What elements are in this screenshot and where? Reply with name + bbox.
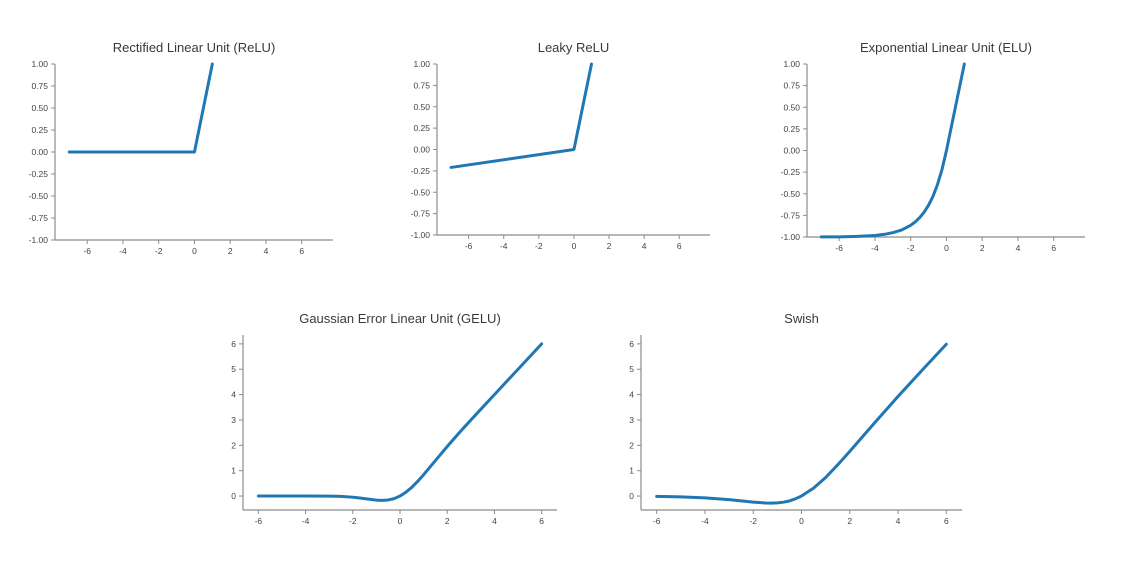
elu-x-tick-label: -4 [871, 243, 879, 253]
chart-relu: Rectified Linear Unit (ReLU) 1.00 0.75 0.5… [8, 36, 378, 268]
swish-curve [655, 342, 948, 505]
leaky-x-tick-label: -6 [465, 241, 473, 251]
swish-y-tick-label: 4 [629, 390, 634, 400]
leaky-x-tick-label: 2 [607, 241, 612, 251]
gelu-x-tick-label: -6 [255, 516, 263, 526]
gelu-y-tick-label: 6 [231, 339, 236, 349]
relu-curve [67, 62, 214, 154]
elu-x-tick-label: 2 [980, 243, 985, 253]
leaky-y-tick-label: 0.50 [413, 102, 430, 112]
leaky-x-tick-label: 4 [642, 241, 647, 251]
leaky-y-tick-label: 1.00 [413, 59, 430, 69]
gelu-y-tick-label: 0 [231, 491, 236, 501]
relu-x-tick-label: -4 [119, 246, 127, 256]
gelu-x-tick-label: 6 [539, 516, 544, 526]
relu-y-tick-label: 0.75 [31, 81, 48, 91]
chart-swish: Swish 6 5 4 3 2 1 0 -6 -4 -2 0 2 4 6 [603, 308, 998, 548]
elu-x-tick-label: 0 [944, 243, 949, 253]
swish-y-tick-label: 2 [629, 440, 634, 450]
chart-title-leaky-relu: Leaky ReLU [537, 40, 610, 55]
relu-x-tick-label: 0 [192, 246, 197, 256]
swish-x-tick-label: 0 [799, 516, 804, 526]
gelu-curve [256, 342, 544, 502]
relu-y-tick-label: 1.00 [31, 59, 48, 69]
relu-y-tick-label: -1.00 [29, 235, 49, 245]
elu-y-tick-label: -1.00 [781, 232, 801, 242]
chart-title-relu: Rectified Linear Unit (ReLU) [112, 40, 276, 55]
gelu-y-tick-label: 1 [231, 466, 236, 476]
leaky-x-tick-label: -2 [535, 241, 543, 251]
elu-x-tick-label: -2 [907, 243, 915, 253]
elu-x-tick-label: -6 [835, 243, 843, 253]
leaky-curve [449, 62, 593, 169]
relu-x-tick-label: 2 [228, 246, 233, 256]
gelu-x-tick-label: -4 [302, 516, 310, 526]
chart-leaky-relu: Leaky ReLU 1.00 0.75 0.50 0.25 0.00 -0.25 -0.5… [400, 36, 755, 268]
elu-y-tick-label: -0.50 [781, 189, 801, 199]
relu-y-tick-label: -0.25 [29, 169, 49, 179]
leaky-x-tick-label: 0 [572, 241, 577, 251]
leaky-y-tick-label: 0.75 [413, 80, 430, 90]
gelu-y-tick-label: 2 [231, 440, 236, 450]
swish-y-tick-label: 6 [629, 339, 634, 349]
leaky-y-tick-label: 0.00 [413, 145, 430, 155]
relu-y-tick-label: -0.50 [29, 191, 49, 201]
swish-x-tick-label: 2 [847, 516, 852, 526]
leaky-y-tick-label: -0.50 [411, 187, 431, 197]
elu-curve [819, 62, 966, 239]
leaky-y-tick-label: 0.25 [413, 123, 430, 133]
swish-x-tick-label: 4 [896, 516, 901, 526]
gelu-x-tick-label: -2 [349, 516, 357, 526]
chart-title-gelu: Gaussian Error Linear Unit (GELU) [299, 311, 501, 326]
leaky-y-tick-label: -1.00 [411, 230, 431, 240]
swish-y-tick-label: 0 [629, 491, 634, 501]
elu-x-tick-label: 6 [1051, 243, 1056, 253]
swish-y-tick-label: 3 [629, 415, 634, 425]
leaky-x-tick-label: -4 [500, 241, 508, 251]
elu-plot-area: 1.00 0.75 0.50 0.25 0.00 -0.25 -0.50 -0.75 -1.00… [781, 59, 1085, 253]
elu-y-tick-label: -0.75 [781, 210, 801, 220]
chart-title-swish: Swish [784, 311, 819, 326]
elu-y-tick-label: 1.00 [783, 59, 800, 69]
elu-y-tick-label: 0.00 [783, 146, 800, 156]
gelu-plot-area: 6 5 4 3 2 1 0 -6 -4 -2 0 2 4 6 [231, 335, 557, 526]
gelu-x-tick-label: 2 [445, 516, 450, 526]
swish-x-tick-label: -4 [701, 516, 709, 526]
elu-y-tick-label: -0.25 [781, 167, 801, 177]
relu-plot-area: 1.00 0.75 0.50 0.25 0.00 -0.25 -0.50 -0.75 -1.00… [29, 59, 333, 256]
swish-y-tick-label: 1 [629, 466, 634, 476]
gelu-y-tick-label: 3 [231, 415, 236, 425]
swish-y-tick-label: 5 [629, 364, 634, 374]
elu-y-tick-label: 0.25 [783, 124, 800, 134]
leaky-plot-area: 1.00 0.75 0.50 0.25 0.00 -0.25 -0.50 -0.75 -1.00… [411, 59, 710, 251]
relu-x-tick-label: -6 [83, 246, 91, 256]
gelu-y-tick-label: 5 [231, 364, 236, 374]
relu-y-tick-label: 0.00 [31, 147, 48, 157]
relu-y-tick-label: -0.75 [29, 213, 49, 223]
swish-x-tick-label: -6 [653, 516, 661, 526]
chart-title-elu: Exponential Linear Unit (ELU) [860, 40, 1032, 55]
gelu-x-tick-label: 4 [492, 516, 497, 526]
gelu-y-tick-label: 4 [231, 390, 236, 400]
elu-y-tick-label: 0.50 [783, 102, 800, 112]
relu-x-tick-label: -2 [155, 246, 163, 256]
elu-x-tick-label: 4 [1016, 243, 1021, 253]
relu-x-tick-label: 4 [264, 246, 269, 256]
relu-y-tick-label: 0.25 [31, 125, 48, 135]
swish-x-tick-label: -2 [749, 516, 757, 526]
chart-elu: Exponential Linear Unit (ELU) 1.00 0.75 0.… [770, 36, 1140, 268]
leaky-y-tick-label: -0.25 [411, 166, 431, 176]
swish-x-tick-label: 6 [944, 516, 949, 526]
gelu-x-tick-label: 0 [398, 516, 403, 526]
leaky-x-tick-label: 6 [677, 241, 682, 251]
swish-plot-area: 6 5 4 3 2 1 0 -6 -4 -2 0 2 4 6 [629, 335, 962, 526]
leaky-y-tick-label: -0.75 [411, 209, 431, 219]
chart-gelu: Gaussian Error Linear Unit (GELU) 6 5 4 3 2 1… [205, 308, 595, 548]
relu-x-tick-label: 6 [299, 246, 304, 256]
elu-y-tick-label: 0.75 [783, 81, 800, 91]
relu-y-tick-label: 0.50 [31, 103, 48, 113]
